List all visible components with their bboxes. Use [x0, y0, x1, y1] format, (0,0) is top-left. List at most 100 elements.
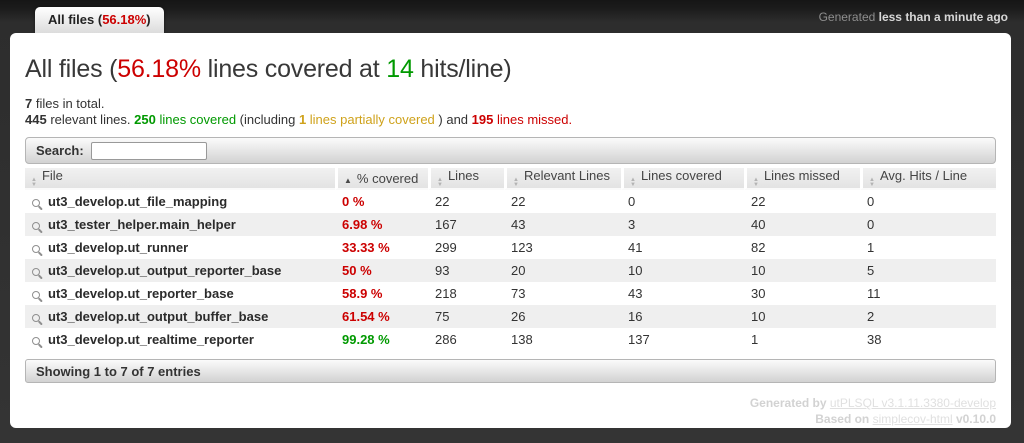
column-label: Lines covered: [640, 168, 722, 183]
lines-cell: 299: [435, 240, 457, 255]
table-row[interactable]: ut3_develop.ut_output_buffer_base 61.54 …: [25, 305, 996, 328]
column-label: File: [41, 168, 63, 183]
relevant-lines-cell: 138: [511, 332, 533, 347]
stats-relevant-text: relevant lines.: [46, 112, 135, 127]
column-label: % covered: [356, 170, 419, 186]
stats-covered-count: 250: [134, 112, 156, 127]
stats-partial: 1 lines partially covered: [299, 112, 435, 127]
percent-covered-cell: 61.54 %: [335, 305, 428, 328]
stats-block: 7 files in total. 445 relevant lines. 25…: [25, 96, 996, 128]
tab-all-files[interactable]: All files (56.18%): [35, 7, 164, 33]
file-link[interactable]: ut3_develop.ut_file_mapping: [25, 190, 335, 213]
relevant-lines-cell: 20: [504, 259, 621, 282]
sort-both-icon: ▲ ▼: [630, 177, 636, 188]
file-name: ut3_develop.ut_file_mapping: [48, 194, 228, 209]
lines-covered-cell: 0: [628, 194, 636, 209]
title-prefix: All files (: [25, 55, 118, 83]
stats-files-count: 7: [25, 96, 33, 111]
generated-note-prefix: Generated: [818, 10, 879, 24]
title-mid: lines covered at: [200, 55, 387, 83]
sort-both-icon: ▲ ▼: [437, 177, 443, 188]
lines-covered-cell: 3: [621, 213, 744, 236]
lines-covered-cell: 10: [621, 259, 744, 282]
search-bar: Search:: [25, 137, 996, 164]
file-link[interactable]: ut3_tester_helper.main_helper: [25, 213, 335, 236]
file-name: ut3_develop.ut_output_reporter_base: [48, 263, 282, 278]
report-panel: All files (56.18% lines covered at 14 hi…: [10, 33, 1011, 428]
avg-hits-cell: 11: [867, 286, 881, 301]
simplecov-link[interactable]: simplecov-html: [872, 412, 953, 426]
column-header-lines-covered[interactable]: ▲ ▼ Lines covered: [621, 168, 744, 190]
percent-covered-cell: 50 %: [335, 259, 428, 282]
column-header-lines-missed[interactable]: ▲ ▼ Lines missed: [744, 168, 860, 190]
lines-missed-cell: 82: [751, 240, 766, 255]
credits-generated-line: Generated by utPLSQL v3.1.11.3380-develo…: [25, 395, 996, 411]
table-header-row: ▲ ▼ File ▲ % covered ▲ ▼ Lines ▲ ▼ Relevant Lin…: [25, 168, 996, 190]
percent-covered-cell: 99.28 %: [342, 332, 390, 347]
file-link[interactable]: ut3_develop.ut_reporter_base: [25, 282, 335, 305]
generated-note-time: less than a minute ago: [878, 10, 1008, 24]
table-row[interactable]: ut3_develop.ut_file_mapping 0 % 22 22 0 …: [25, 190, 996, 213]
lines-missed-cell: 40: [744, 213, 860, 236]
column-label: Lines missed: [763, 168, 840, 183]
file-name: ut3_develop.ut_runner: [48, 240, 189, 255]
avg-hits-cell: 38: [867, 332, 882, 347]
column-header-lines[interactable]: ▲ ▼ Lines: [428, 168, 504, 190]
file-link[interactable]: ut3_develop.ut_runner: [25, 236, 335, 259]
stats-relevant-count: 445: [25, 112, 47, 127]
table-row[interactable]: ut3_develop.ut_reporter_base 58.9 % 218 …: [25, 282, 996, 305]
generator-link[interactable]: utPLSQL v3.1.11.3380-develop: [829, 396, 996, 410]
lines-covered-cell: 43: [628, 286, 643, 301]
stats-missed-text: lines missed.: [493, 112, 573, 127]
lines-cell: 167: [428, 213, 504, 236]
table-row[interactable]: ut3_tester_helper.main_helper 6.98 % 167…: [25, 213, 996, 236]
lines-cell: 218: [435, 286, 457, 301]
file-link[interactable]: ut3_develop.ut_output_buffer_base: [25, 305, 335, 328]
relevant-lines-cell: 26: [504, 305, 621, 328]
title-suffix: hits/line): [413, 55, 512, 83]
sort-both-icon: ▲ ▼: [869, 177, 875, 188]
column-label: Avg. Hits / Line: [879, 168, 968, 183]
table-row[interactable]: ut3_develop.ut_runner 33.33 % 299 123 41…: [25, 236, 996, 259]
search-label: Search:: [36, 143, 84, 158]
lines-missed-cell: 1: [751, 332, 759, 347]
file-link[interactable]: ut3_develop.ut_output_reporter_base: [25, 259, 335, 282]
title-percent: 56.18%: [117, 55, 201, 83]
stats-covered: 250 lines covered: [134, 112, 236, 127]
column-header-file[interactable]: ▲ ▼ File: [25, 168, 335, 190]
lines-covered-cell: 16: [621, 305, 744, 328]
lines-cell: 22: [435, 194, 450, 209]
lines-cell: 75: [428, 305, 504, 328]
stats-partial-text: lines partially covered: [306, 112, 435, 127]
file-name: ut3_develop.ut_reporter_base: [48, 286, 234, 301]
column-header-avg-hits[interactable]: ▲ ▼ Avg. Hits / Line: [860, 168, 996, 190]
lines-covered-cell: 137: [628, 332, 650, 347]
tab-label-suffix: ): [146, 12, 151, 27]
lines-missed-cell: 30: [751, 286, 766, 301]
lines-cell: 93: [428, 259, 504, 282]
file-link[interactable]: ut3_develop.ut_realtime_reporter: [25, 328, 335, 351]
stats-missed: 195 lines missed.: [472, 112, 572, 127]
avg-hits-cell: 0: [867, 194, 875, 209]
credits-based-line: Based on simplecov-html v0.10.0: [25, 411, 996, 427]
percent-covered-cell: 58.9 %: [342, 286, 383, 301]
column-header-percent-covered[interactable]: ▲ % covered: [335, 168, 428, 190]
credits: Generated by utPLSQL v3.1.11.3380-develo…: [25, 395, 996, 427]
relevant-lines-cell: 73: [511, 286, 526, 301]
table-row[interactable]: ut3_develop.ut_realtime_reporter 99.28 %…: [25, 328, 996, 351]
stats-covered-text: lines covered: [155, 112, 237, 127]
avg-hits-cell: 2: [860, 305, 996, 328]
avg-hits-cell: 5: [860, 259, 996, 282]
column-header-relevant-lines[interactable]: ▲ ▼ Relevant Lines: [504, 168, 621, 190]
sort-both-icon: ▲ ▼: [513, 177, 519, 188]
stats-lines-line: 445 relevant lines. 250 lines covered (i…: [25, 112, 996, 128]
magnifier-icon: [32, 314, 40, 322]
lines-missed-cell: 22: [751, 194, 766, 209]
tab-percent: 56.18%: [102, 12, 147, 27]
search-input[interactable]: [90, 141, 207, 160]
relevant-lines-cell: 123: [511, 240, 533, 255]
lines-cell: 286: [435, 332, 457, 347]
stats-and-text: ) and: [434, 112, 472, 127]
table-row[interactable]: ut3_develop.ut_output_reporter_base 50 %…: [25, 259, 996, 282]
avg-hits-cell: 0: [860, 213, 996, 236]
